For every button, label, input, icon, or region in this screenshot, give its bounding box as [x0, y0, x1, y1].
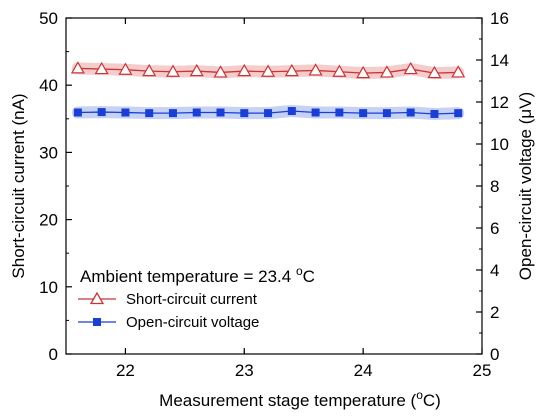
annotation-main: Ambient temperature = 23.4: [80, 267, 296, 286]
y-right-tick-label: 12: [490, 93, 509, 112]
data-point-square: [335, 108, 344, 117]
y-left-axis-ticks: 0 10 20 30 40 50: [39, 9, 72, 364]
legend: Short-circuit current Open-circuit volta…: [78, 291, 259, 331]
y-right-tick-label: 8: [490, 177, 499, 196]
y-right-tick-label: 0: [490, 345, 499, 364]
data-point-square: [145, 109, 154, 118]
data-point-triangle: [379, 65, 394, 78]
data-point-square: [287, 107, 296, 116]
data-point-triangle: [237, 63, 252, 77]
y-left-axis-title: Short-circuit current (nA): [9, 93, 28, 278]
annotation-degree: o: [296, 264, 303, 278]
data-point-square: [311, 108, 320, 117]
y-right-tick-label: 10: [490, 135, 509, 154]
y-right-axis-title-main: Open-circuit voltage (: [516, 118, 535, 280]
data-point-triangle: [94, 61, 109, 75]
x-axis-title-unit: C): [423, 391, 441, 410]
y-right-tick-label: 2: [490, 303, 499, 322]
data-point-triangle: [451, 65, 466, 78]
legend-square-marker: [93, 318, 101, 326]
ambient-temperature-annotation: Ambient temperature = 23.4 oC: [80, 264, 315, 286]
y-right-tick-label: 14: [490, 51, 509, 70]
y-left-tick-label: 20: [39, 211, 58, 230]
data-point-square: [382, 109, 391, 118]
x-tick-label: 22: [116, 361, 135, 380]
x-axis-title-degree: o: [416, 388, 423, 402]
x-axis-title-main: Measurement stage temperature (: [159, 391, 416, 410]
y-left-tick-label: 30: [39, 143, 58, 162]
data-point-triangle: [284, 63, 299, 77]
legend-label-open-circuit-voltage: Open-circuit voltage: [126, 314, 259, 331]
data-point-triangle: [213, 65, 228, 78]
data-point-triangle: [70, 61, 85, 74]
x-tick-label: 24: [354, 361, 373, 380]
y-left-tick-label: 50: [39, 9, 58, 28]
data-point-square: [216, 108, 225, 117]
data-point-triangle: [261, 64, 276, 77]
data-point-triangle: [189, 63, 204, 77]
data-point-square: [192, 108, 201, 117]
y-right-axis-title-unit: V): [516, 92, 535, 109]
data-point-square: [240, 109, 249, 118]
x-tick-label: 25: [473, 361, 492, 380]
x-axis-ticks: 22 23 24 25: [116, 18, 491, 380]
y-right-tick-label: 4: [490, 261, 499, 280]
data-point-triangle: [165, 64, 181, 77]
data-point-square: [359, 109, 368, 118]
x-axis-title: Measurement stage temperature (oC): [159, 388, 441, 410]
y-right-axis-ticks: 0 2 4 6 8 10 12 14 16: [476, 9, 509, 364]
data-point-square: [454, 109, 463, 118]
data-point-square: [406, 108, 415, 117]
y-right-tick-label: 6: [490, 219, 499, 238]
data-point-triangle: [118, 62, 133, 75]
legend-label-short-circuit-current: Short-circuit current: [126, 291, 258, 308]
data-point-triangle: [142, 63, 157, 77]
x-tick-label: 23: [235, 361, 254, 380]
data-point-triangle: [332, 64, 347, 77]
data-point-triangle: [356, 65, 371, 79]
data-point-square: [97, 108, 106, 117]
data-point-square: [430, 109, 439, 118]
data-point-square: [264, 109, 273, 118]
y-left-tick-label: 0: [49, 345, 58, 364]
data-point-triangle: [427, 65, 442, 79]
data-point-square: [168, 109, 177, 118]
legend-item-open-circuit-voltage: Open-circuit voltage: [78, 314, 259, 331]
legend-item-short-circuit-current: Short-circuit current: [78, 291, 258, 308]
annotation-unit: C: [303, 267, 315, 286]
y-left-tick-label: 10: [39, 278, 58, 297]
data-point-triangle: [308, 63, 323, 76]
data-point-triangle: [403, 61, 418, 75]
y-right-axis-title-mu: μ: [516, 109, 535, 119]
y-right-axis-title: Open-circuit voltage (μV): [516, 92, 535, 280]
series-layer: [70, 61, 466, 118]
data-point-square: [73, 108, 82, 117]
legend-triangle-marker: [89, 291, 105, 305]
y-right-tick-label: 16: [490, 9, 509, 28]
data-point-square: [121, 108, 130, 117]
y-left-tick-label: 40: [39, 76, 58, 95]
